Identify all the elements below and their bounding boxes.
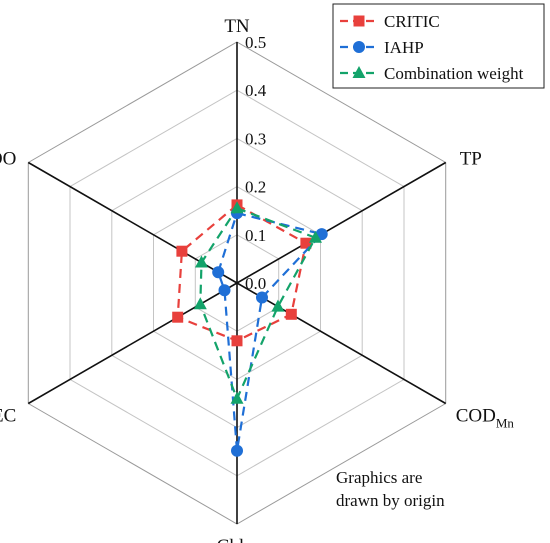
data-point: [195, 255, 208, 268]
tick-label: 0.5: [245, 33, 266, 52]
data-point: [309, 230, 322, 243]
tick-label: 0.4: [245, 81, 267, 100]
legend-marker: [352, 66, 366, 78]
axis-label: Chl.a: [217, 536, 258, 543]
data-point: [172, 311, 184, 323]
legend-label: Combination weight: [384, 64, 524, 83]
legend-item: CRITIC: [340, 12, 440, 31]
annotation: Graphics are drawn by origin: [336, 468, 445, 510]
data-point: [285, 308, 297, 320]
legend-marker: [353, 15, 365, 27]
annotation-line: drawn by origin: [336, 491, 445, 510]
tick-label: 0.3: [245, 129, 266, 148]
tick-label: 0.2: [245, 178, 266, 197]
legend: CRITIC IAHP Combination weight: [332, 3, 545, 89]
legend-marker: [353, 41, 365, 53]
axis-label: TN: [224, 16, 250, 37]
data-point: [256, 291, 268, 304]
data-point: [212, 266, 225, 279]
data-point: [193, 297, 207, 310]
axis-label: EC: [0, 406, 16, 427]
data-point: [271, 299, 285, 312]
data-point: [218, 284, 231, 297]
axis-label: TP: [460, 149, 482, 170]
tick-labels: 0.0 0.1 0.2 0.3 0.4 0.5: [245, 33, 267, 293]
series-square: [172, 199, 312, 347]
axis-spoke: [236, 161, 447, 284]
data-point: [176, 245, 188, 257]
legend-item: IAHP: [340, 38, 424, 57]
series-line: [217, 211, 324, 451]
axis-labels: TN TP CODMn Chl.a EC DO: [0, 16, 514, 543]
tick-label: 0.1: [245, 226, 266, 245]
legend-item: Combination weight: [340, 64, 524, 83]
data-point: [300, 237, 312, 249]
series-triangle: [193, 201, 322, 404]
axis-label: DO: [0, 149, 16, 170]
axis-spoke: [27, 282, 238, 405]
series-layer: [172, 199, 328, 457]
annotation-line: Graphics are: [336, 468, 422, 487]
data-point: [230, 201, 244, 214]
tick-label: 0.0: [245, 274, 266, 293]
axis-spoke: [236, 282, 447, 405]
axis-label: CODMn: [456, 406, 515, 431]
data-point: [231, 335, 243, 347]
legend-label: IAHP: [384, 38, 424, 57]
legend-label: CRITIC: [384, 12, 440, 31]
data-point: [231, 444, 243, 457]
data-point: [230, 391, 244, 404]
